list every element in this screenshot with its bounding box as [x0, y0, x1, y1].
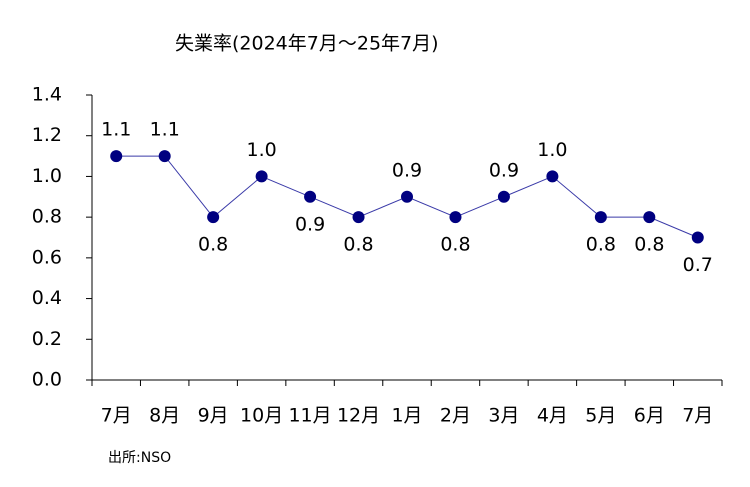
- x-tick-label: 8月: [149, 405, 180, 427]
- data-point: [643, 211, 656, 224]
- x-tick-label: 2月: [440, 405, 471, 427]
- y-tick-label: 0.0: [32, 369, 62, 391]
- y-tick-label: 0.8: [32, 206, 62, 228]
- x-tick-label: 9月: [198, 405, 229, 427]
- y-tick-label: 1.2: [32, 124, 62, 146]
- data-point: [497, 190, 510, 203]
- data-label: 1.1: [150, 119, 180, 141]
- x-tick-label: 7月: [682, 405, 713, 427]
- data-label: 0.8: [343, 234, 373, 256]
- data-point: [401, 190, 413, 203]
- x-tick-label: 1月: [391, 405, 422, 427]
- x-tick-label: 5月: [585, 405, 616, 427]
- data-label: 1.0: [247, 139, 277, 161]
- data-point: [255, 170, 268, 183]
- x-tick-label: 12月: [337, 405, 380, 427]
- x-tick-label: 11月: [288, 405, 331, 427]
- data-point: [449, 211, 462, 224]
- data-label: 0.9: [392, 159, 422, 181]
- y-tick-label: 1.4: [32, 84, 62, 106]
- x-tick-label: 4月: [537, 405, 568, 427]
- data-label: 1.1: [101, 119, 131, 141]
- data-label: 0.8: [440, 234, 470, 256]
- y-tick-label: 0.2: [32, 328, 62, 350]
- x-tick-label: 10月: [240, 405, 283, 427]
- y-tick-label: 0.6: [32, 246, 62, 268]
- data-point: [352, 211, 365, 224]
- data-label: 0.8: [586, 234, 616, 256]
- y-tick-label: 0.4: [32, 287, 62, 309]
- data-point: [207, 211, 220, 224]
- data-label: 0.7: [683, 254, 713, 276]
- data-point: [158, 150, 171, 163]
- chart-title: 失業率(2024年7月～25年7月): [175, 33, 439, 55]
- data-label: 0.9: [489, 159, 519, 181]
- data-label: 0.8: [198, 234, 228, 256]
- x-tick-label: 3月: [488, 405, 519, 427]
- data-point: [304, 190, 317, 203]
- data-label: 0.8: [634, 234, 664, 256]
- x-tick-label: 6月: [634, 405, 665, 427]
- data-label: 1.0: [537, 139, 567, 161]
- data-label: 0.9: [295, 213, 325, 235]
- data-point: [594, 211, 607, 224]
- y-tick-label: 1.0: [32, 165, 62, 187]
- data-point: [110, 150, 123, 163]
- x-tick-label: 7月: [101, 405, 132, 427]
- data-point: [691, 231, 704, 244]
- source-note: 出所:NSO: [108, 450, 171, 466]
- data-point: [546, 170, 559, 183]
